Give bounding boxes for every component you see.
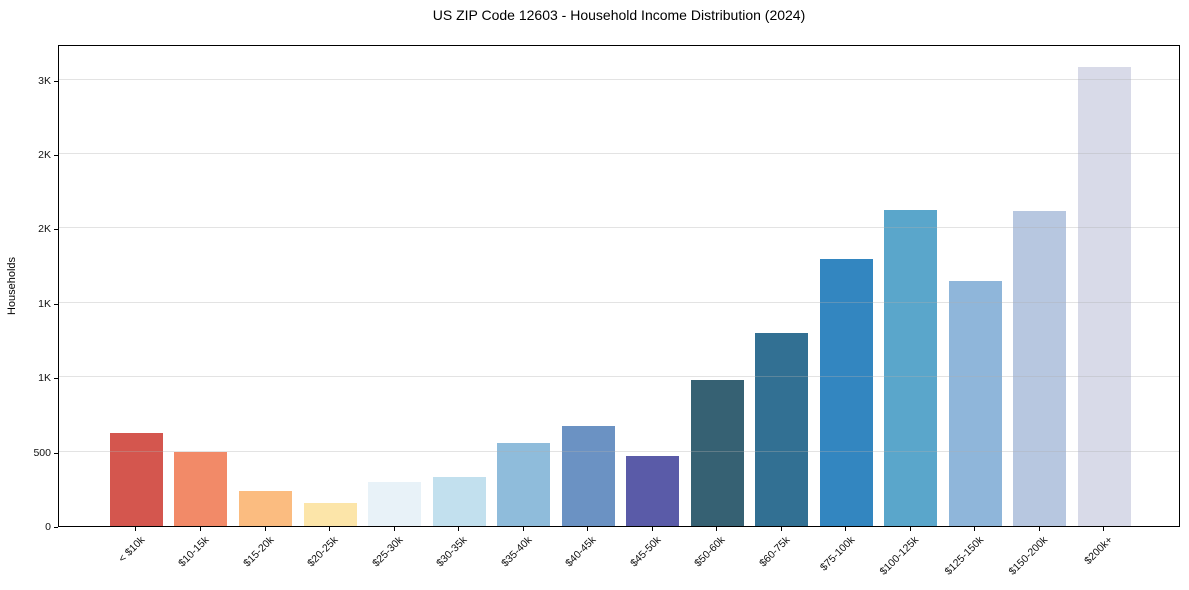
- x-tick-label-text: $40-45k: [563, 534, 599, 570]
- x-tick-mark: [845, 527, 847, 531]
- x-tick-mark: [135, 527, 137, 531]
- y-tick-label: 3K: [38, 74, 51, 87]
- x-tick-label-text: $125-150k: [942, 534, 986, 578]
- x-tick-mark: [264, 527, 266, 531]
- bar-$25-30k: [368, 482, 422, 526]
- y-tick-label: 500: [33, 446, 51, 459]
- gridline: [59, 376, 1179, 378]
- x-tick-mark: [1103, 527, 1105, 531]
- x-tick-label-text: $200k+: [1081, 534, 1115, 568]
- bar-$20-25k: [303, 502, 357, 526]
- bar-$75-100k: [819, 258, 873, 526]
- bar-$45-50k: [626, 456, 680, 526]
- x-tick-mark: [974, 527, 976, 531]
- gridline: [59, 78, 1179, 80]
- gridline: [59, 301, 1179, 303]
- bar-$200k+: [1077, 67, 1131, 526]
- bar-$35-40k: [497, 443, 551, 526]
- bar-$150-200k: [1013, 210, 1067, 526]
- x-tick-label-text: $60-75k: [756, 534, 793, 570]
- y-tick-mark: [54, 527, 58, 528]
- x-tick-mark: [458, 527, 460, 531]
- bar-$40-45k: [561, 425, 615, 526]
- y-tick-mark: [54, 303, 58, 305]
- bar-$125-150k: [948, 280, 1002, 526]
- x-tick-label-text: $45-50k: [627, 534, 664, 570]
- gridline: [59, 153, 1179, 155]
- x-tick-mark: [199, 527, 201, 531]
- x-tick-label-text: $30-35k: [434, 534, 470, 570]
- x-tick-mark: [329, 527, 331, 531]
- y-tick-label: 0: [45, 521, 51, 533]
- y-tick-label: 1K: [38, 372, 51, 385]
- y-tick-label: 2K: [38, 223, 51, 236]
- y-tick-mark: [54, 80, 58, 82]
- x-tick-label-text: $50-60k: [692, 534, 728, 570]
- x-tick-mark: [1038, 527, 1040, 531]
- grid-layer: [59, 46, 1179, 526]
- x-tick-label-text: $75-100k: [817, 534, 857, 574]
- x-tick-label-text: $35-40k: [498, 534, 535, 570]
- bar-$100-125k: [884, 209, 938, 526]
- y-tick-mark: [54, 155, 58, 157]
- y-tick-mark: [54, 229, 58, 231]
- gridline: [59, 450, 1179, 452]
- bar-< $10k: [109, 433, 163, 526]
- bar-$50-60k: [690, 380, 744, 526]
- x-tick-label-text: $15-20k: [240, 534, 277, 570]
- bar-$60-75k: [755, 332, 809, 526]
- x-tick-label-text: $20-25k: [305, 534, 341, 570]
- y-tick-mark: [54, 378, 58, 380]
- x-tick-mark: [780, 527, 782, 531]
- x-tick-mark: [522, 527, 524, 531]
- x-tick-mark: [587, 527, 589, 531]
- x-tick-mark: [651, 527, 653, 531]
- x-tick-mark: [393, 527, 395, 531]
- chart-title: US ZIP Code 12603 - Household Income Dis…: [432, 7, 806, 23]
- x-tick-label-text: $150-200k: [1006, 534, 1051, 578]
- y-tick-mark: [54, 452, 58, 454]
- y-tick-label: 2K: [38, 149, 51, 162]
- y-tick-label: 1K: [38, 297, 51, 310]
- bar-$10-15k: [174, 451, 228, 526]
- x-tick-label-text: $10-15k: [176, 534, 212, 570]
- plot-area: [58, 45, 1180, 527]
- bar-$15-20k: [239, 491, 293, 526]
- bars-layer: [59, 46, 1179, 526]
- x-tick-label-text: < $10k: [115, 534, 147, 565]
- x-tick-label-text: $100-125k: [877, 534, 922, 578]
- x-tick-mark: [909, 527, 911, 531]
- bar-$30-35k: [432, 476, 486, 526]
- gridline: [59, 227, 1179, 229]
- x-tick-label-text: $25-30k: [369, 534, 406, 570]
- x-tick-mark: [716, 527, 718, 531]
